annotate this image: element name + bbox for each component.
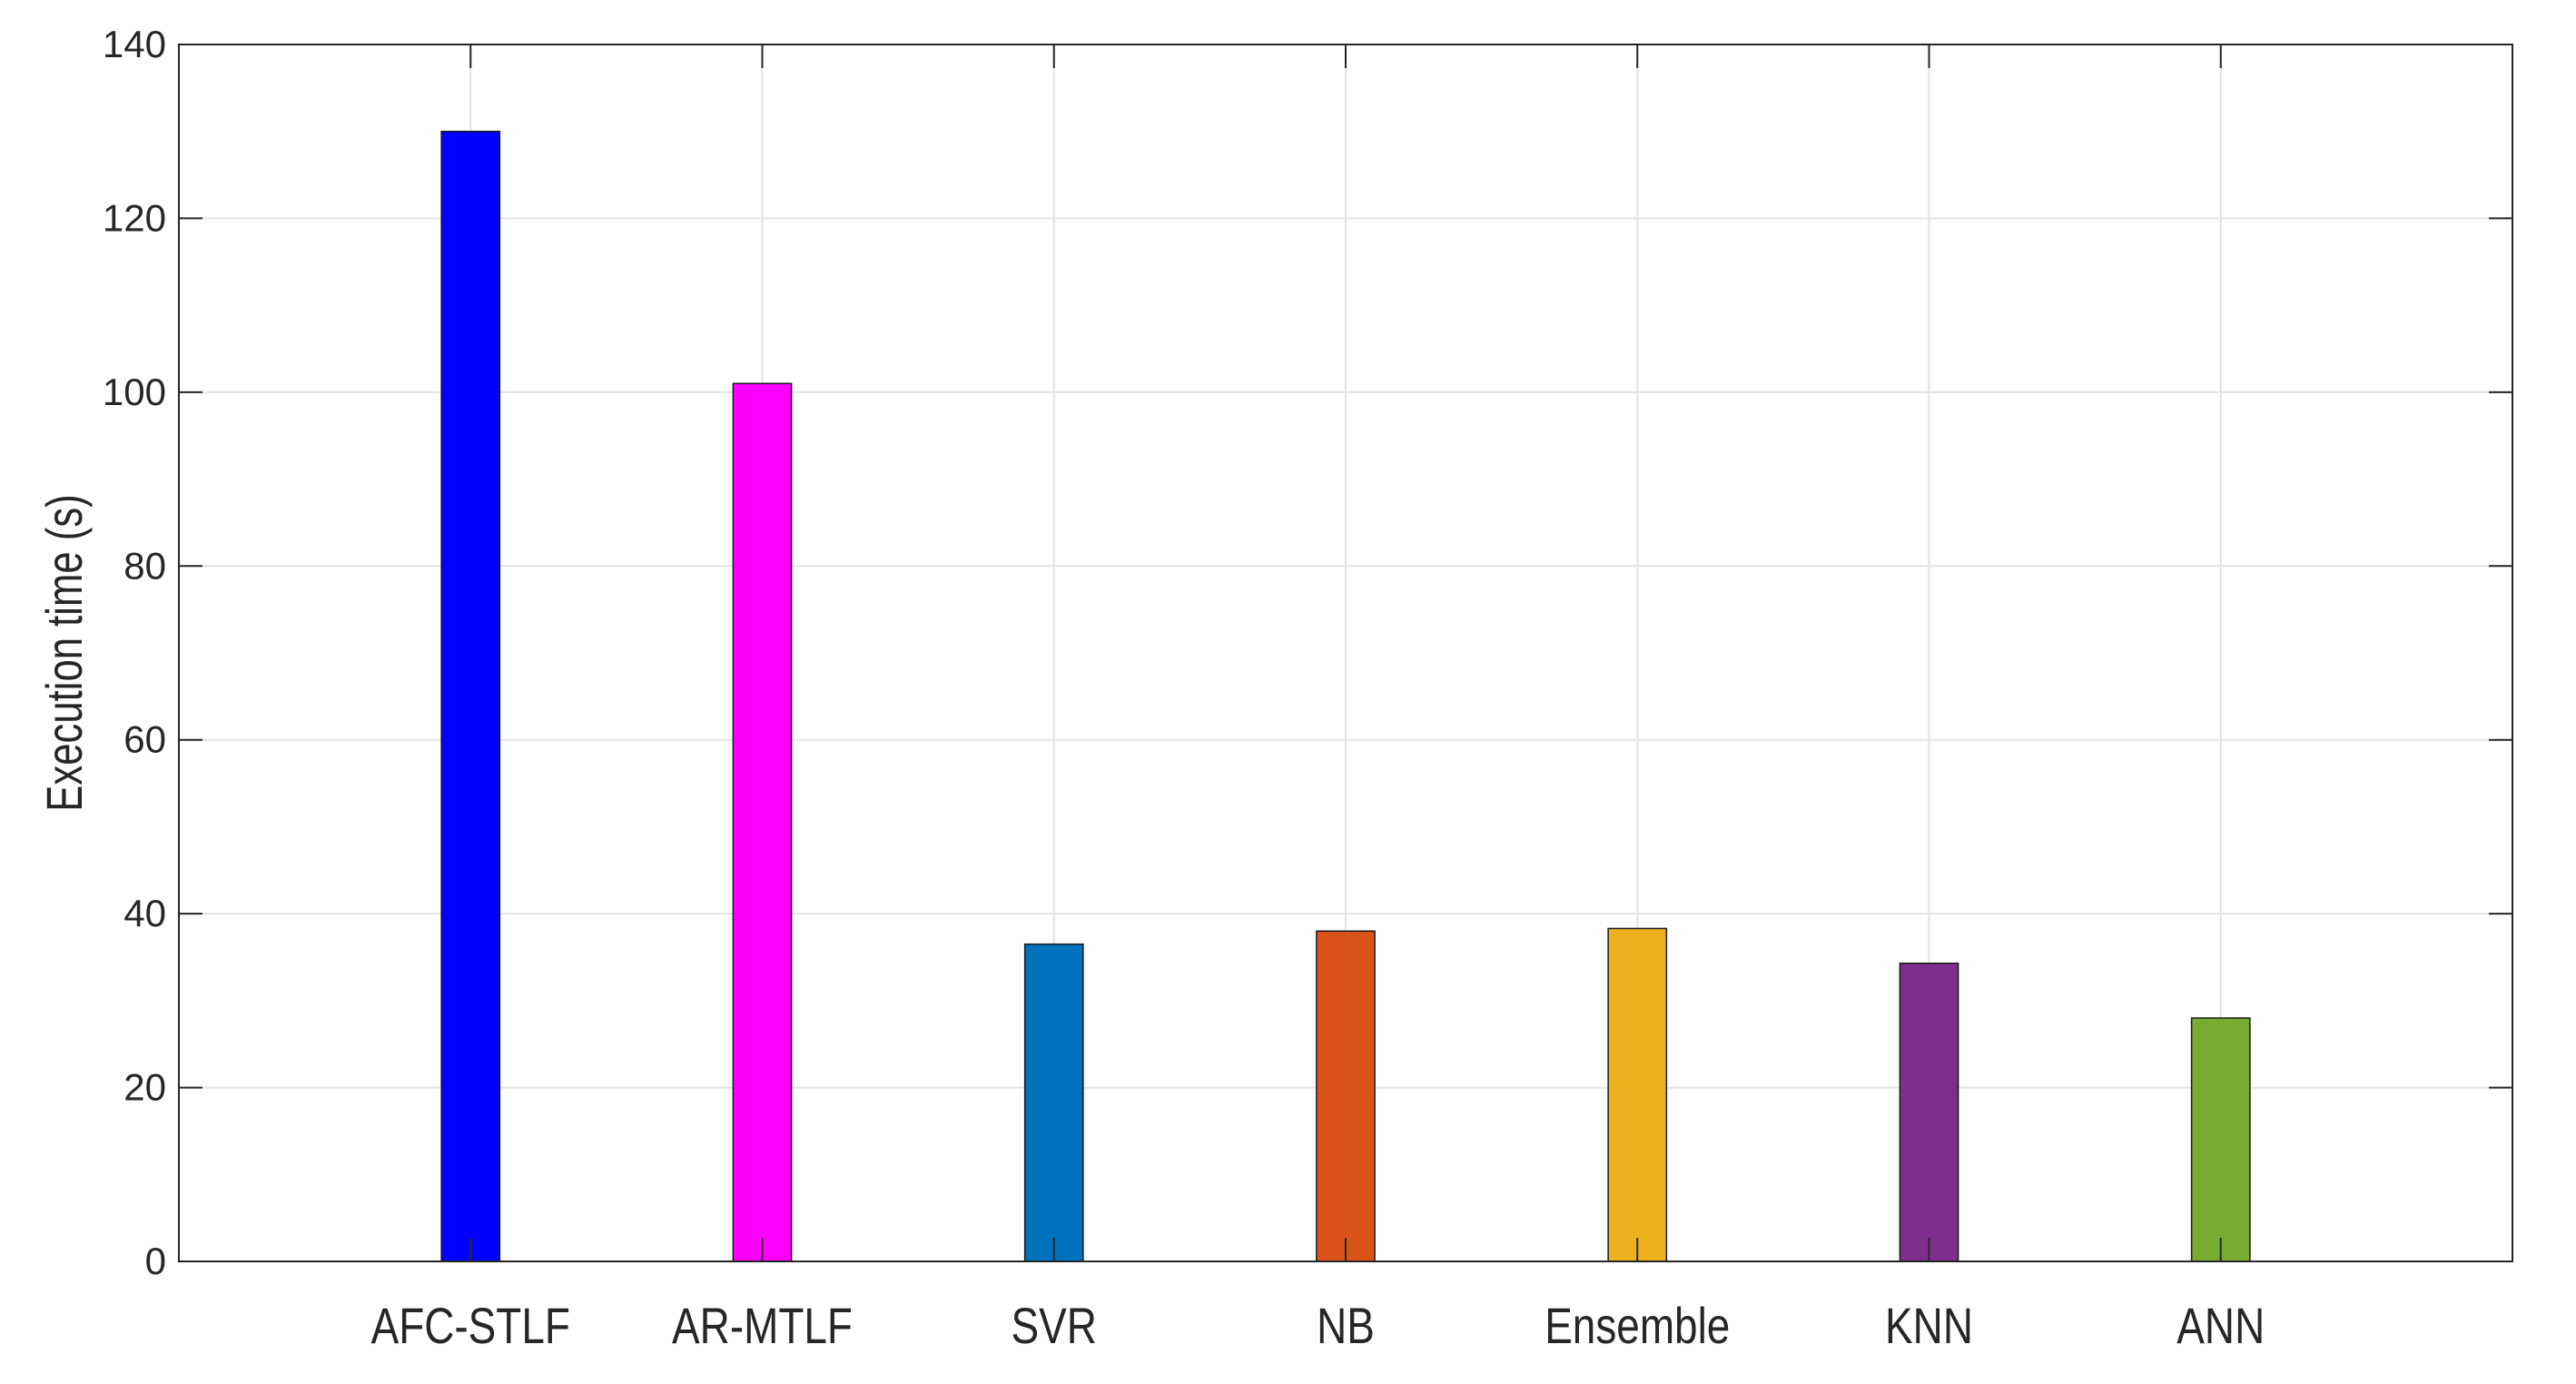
bars <box>440 130 2251 1262</box>
y-tick-label: 20 <box>123 1066 166 1109</box>
y-tick-label: 120 <box>103 196 166 239</box>
x-tick-label: Ensemble <box>1545 1298 1730 1354</box>
y-tick-label: 60 <box>123 718 166 761</box>
bar-knn <box>1899 962 1959 1262</box>
y-tick-label: 100 <box>103 371 166 413</box>
y-axis-ticks: 0 20 40 60 80 100 120 140 <box>103 23 2512 1282</box>
y-tick-label: 40 <box>123 892 166 934</box>
x-tick-label: ANN <box>2176 1298 2265 1354</box>
x-tick-label: AR-MTLF <box>672 1298 853 1354</box>
bar-svr <box>1023 943 1084 1262</box>
y-tick-label: 80 <box>123 544 166 587</box>
x-tick-label: KNN <box>1885 1298 1973 1354</box>
x-tick-label: NB <box>1317 1298 1375 1354</box>
y-axis-label: Execution time (s) <box>36 494 93 811</box>
bar-ar-mtlf <box>732 382 793 1262</box>
x-tick-label: SVR <box>1012 1298 1097 1354</box>
x-axis-labels: AFC-STLF AR-MTLF SVR NB Ensemble KNN ANN <box>371 1298 2265 1354</box>
bar-nb <box>1316 930 1376 1262</box>
bar-ann <box>2190 1017 2251 1262</box>
x-tick-label: AFC-STLF <box>371 1298 570 1354</box>
y-tick-label: 140 <box>103 23 166 65</box>
y-tick-label: 0 <box>145 1240 166 1282</box>
bar-afc-stlf <box>440 130 501 1262</box>
bar-ensemble <box>1607 927 1668 1262</box>
